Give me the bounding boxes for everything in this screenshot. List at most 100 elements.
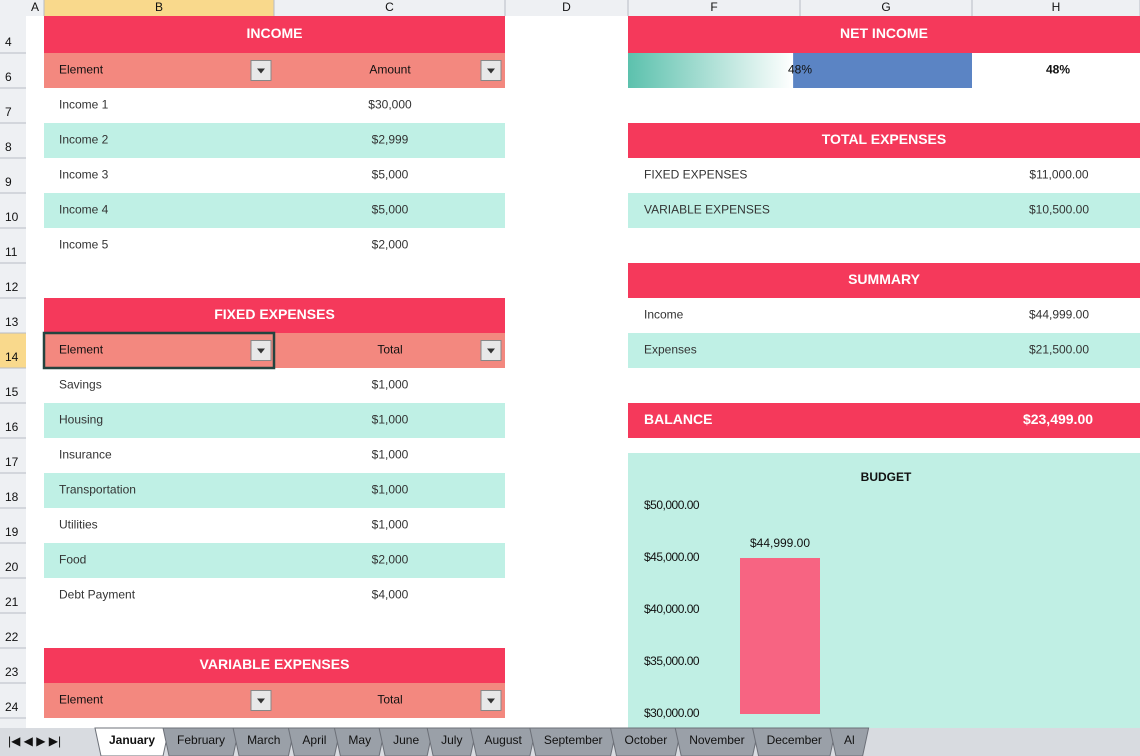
sheet-tab[interactable]	[674, 727, 760, 756]
row-header: 9	[5, 175, 12, 189]
column-header: A	[31, 0, 39, 14]
cell-value: $2,999	[372, 133, 409, 147]
sheet-tab[interactable]	[287, 727, 342, 756]
cell-value: $5,000	[372, 203, 409, 217]
sheet-tab[interactable]	[529, 727, 618, 756]
y-tick-label: $45,000.00	[644, 550, 700, 564]
cell-text: Expenses	[644, 343, 697, 357]
data-label: $44,999.00	[750, 536, 810, 550]
cell-text: Income 1	[59, 98, 109, 112]
sheet-tab[interactable]	[94, 727, 170, 756]
sheet-tab-label[interactable]: November	[689, 733, 744, 747]
balance-label: BALANCE	[644, 411, 712, 427]
column-header: B	[155, 0, 163, 14]
y-tick-label: $40,000.00	[644, 602, 700, 616]
sheet-tab-label[interactable]: September	[544, 733, 603, 747]
sheet-tab-label[interactable]: February	[177, 733, 225, 747]
row-header: 18	[5, 490, 19, 504]
cell-value: $2,000	[372, 553, 409, 567]
sheet-tab[interactable]	[333, 727, 386, 756]
column-label: Element	[59, 343, 104, 357]
filter-arrow	[257, 348, 265, 354]
sheet-tab-label[interactable]: July	[441, 733, 462, 747]
row-header: 21	[5, 595, 19, 609]
table-row	[628, 193, 1140, 228]
sheet-tab-label[interactable]: October	[625, 733, 668, 747]
row-header: 23	[5, 665, 19, 679]
sheet-tab-label[interactable]: May	[348, 733, 371, 747]
column-header: H	[1052, 0, 1061, 14]
cell-value: $4,000	[372, 588, 409, 602]
sheet-tab[interactable]	[609, 727, 682, 756]
row-header: 10	[5, 210, 19, 224]
table-header-row	[44, 683, 505, 718]
cell-value: $1,000	[372, 378, 409, 392]
sheet-tab[interactable]	[469, 727, 537, 756]
balance-value: $23,499.00	[1023, 411, 1093, 427]
row-header: 17	[5, 455, 19, 469]
table-row	[44, 403, 505, 438]
table-header-row	[44, 53, 505, 88]
row-header: 6	[5, 70, 12, 84]
cell-text: Income 5	[59, 238, 109, 252]
cell-value: $30,000	[368, 98, 412, 112]
filter-arrow	[487, 698, 495, 704]
sheet-tab[interactable]	[829, 727, 870, 756]
column-label: Total	[377, 693, 402, 707]
table-row	[44, 193, 505, 228]
sheet-tab[interactable]	[162, 727, 240, 756]
section-header	[44, 298, 505, 333]
selected-cell	[42, 331, 276, 370]
cell-text: FIXED EXPENSES	[644, 168, 747, 182]
sheet-tab-label[interactable]: March	[247, 733, 280, 747]
sheet-tab-label[interactable]: June	[393, 733, 419, 747]
sheet-tab[interactable]	[378, 727, 434, 756]
sheet-tab-label[interactable]: Al	[844, 733, 855, 747]
balance-row	[628, 403, 1140, 438]
cell-value: $2,000	[372, 238, 409, 252]
cell-text: Debt Payment	[59, 588, 136, 602]
cell-text: Food	[59, 553, 86, 567]
table-row	[44, 473, 505, 508]
row-header: 13	[5, 315, 19, 329]
filter-arrow	[257, 68, 265, 74]
cell-text: Housing	[59, 413, 103, 427]
sheet-tab[interactable]	[751, 727, 837, 756]
column-label: Element	[59, 693, 104, 707]
cell-value: $11,000.00	[1029, 168, 1088, 182]
cell-value: $1,000	[372, 448, 409, 462]
cell-value: $10,500.00	[1029, 203, 1089, 217]
column-label: Total	[377, 343, 402, 357]
sheet-tab-label[interactable]: December	[767, 733, 822, 747]
sheet-tab[interactable]	[232, 727, 296, 756]
active-row-header	[0, 333, 26, 368]
cell-value: $1,000	[372, 483, 409, 497]
row-header: 4	[5, 35, 12, 49]
sheet-tab-label[interactable]: August	[484, 733, 522, 747]
filter-arrow	[257, 698, 265, 704]
cell-text: Income 2	[59, 133, 109, 147]
data-bar	[628, 53, 794, 88]
cell-text: Transportation	[59, 483, 136, 497]
sheet-tab[interactable]	[426, 727, 478, 756]
section-title: INCOME	[247, 25, 303, 41]
tab-nav-arrows[interactable]: |◀ ◀ ▶ ▶|	[8, 734, 61, 748]
column-header-bar	[0, 0, 1140, 16]
section-title: NET INCOME	[840, 25, 928, 41]
cell-value: $5,000	[372, 168, 409, 182]
chart-title: BUDGET	[861, 470, 912, 484]
data-bar-label: 48%	[788, 63, 812, 77]
filter-arrow	[487, 68, 495, 74]
y-tick-label: $35,000.00	[644, 654, 700, 668]
row-header: 12	[5, 280, 19, 294]
section-header	[44, 16, 505, 53]
section-header	[44, 648, 505, 683]
active-column-header	[44, 0, 274, 16]
cell-value: $1,000	[372, 518, 409, 532]
row-header: 7	[5, 105, 12, 119]
row-header: 15	[5, 385, 19, 399]
cell-value: $21,500.00	[1029, 343, 1089, 357]
sheet-tab-label[interactable]: April	[302, 733, 326, 747]
sheet-tab-label[interactable]: January	[109, 733, 155, 747]
section-title: SUMMARY	[848, 271, 920, 287]
